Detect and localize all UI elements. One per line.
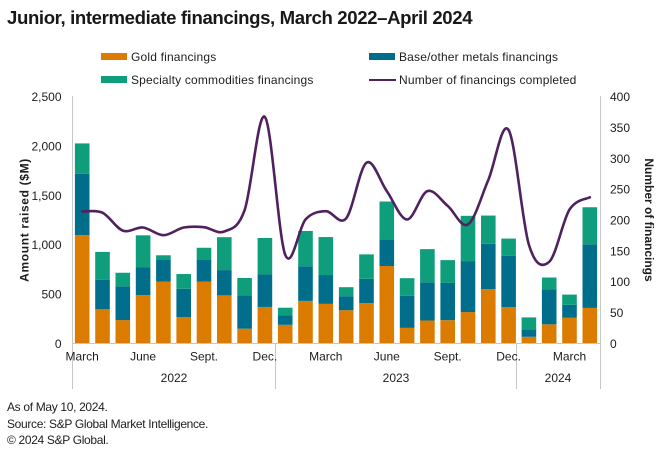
svg-text:150: 150: [610, 244, 630, 258]
svg-text:2022: 2022: [161, 371, 188, 385]
svg-text:March: March: [553, 350, 586, 364]
svg-text:250: 250: [610, 183, 630, 197]
svg-text:350: 350: [610, 121, 630, 135]
svg-text:June: June: [130, 350, 156, 364]
svg-text:1,000: 1,000: [31, 238, 61, 252]
svg-text:500: 500: [41, 288, 61, 302]
svg-text:Amount raised ($M): Amount raised ($M): [18, 158, 32, 282]
svg-text:Number of financings: Number of financings: [642, 158, 656, 282]
svg-text:Sept.: Sept.: [434, 350, 462, 364]
svg-text:2023: 2023: [383, 371, 410, 385]
svg-text:50: 50: [610, 306, 624, 320]
svg-text:2,500: 2,500: [31, 90, 61, 104]
svg-text:Dec.: Dec.: [496, 350, 521, 364]
svg-text:2,000: 2,000: [31, 139, 61, 153]
svg-text:0: 0: [610, 337, 617, 351]
svg-text:200: 200: [610, 214, 630, 228]
svg-text:0: 0: [55, 337, 62, 351]
svg-text:1,500: 1,500: [31, 189, 61, 203]
svg-text:Sept.: Sept.: [190, 350, 218, 364]
svg-text:March: March: [309, 350, 342, 364]
svg-text:June: June: [374, 350, 400, 364]
svg-text:Dec.: Dec.: [253, 350, 278, 364]
svg-text:400: 400: [610, 90, 630, 104]
svg-text:March: March: [66, 350, 99, 364]
svg-text:100: 100: [610, 275, 630, 289]
svg-text:300: 300: [610, 152, 630, 166]
svg-text:2024: 2024: [545, 371, 572, 385]
